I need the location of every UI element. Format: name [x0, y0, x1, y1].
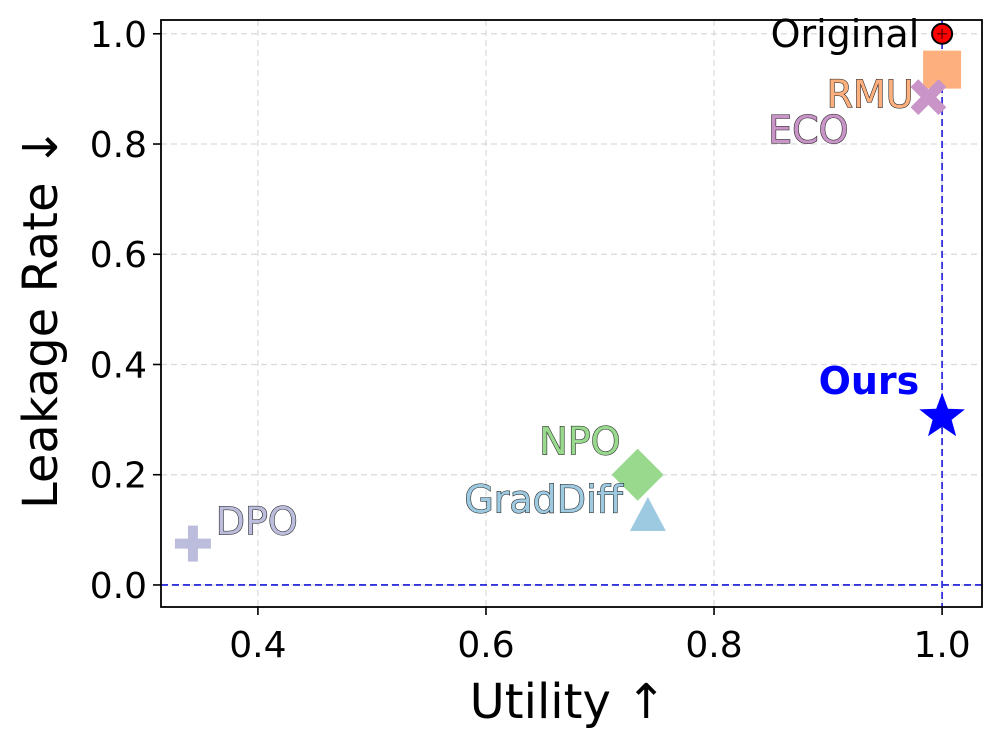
eco-marker — [910, 79, 947, 116]
rmu-marker — [923, 50, 962, 89]
npo-marker — [611, 448, 664, 501]
reference-lines — [161, 20, 982, 607]
original-label: Original — [771, 12, 920, 56]
x-tick-label: 0.6 — [457, 625, 514, 666]
dpo-label: DPO — [216, 500, 298, 544]
data-markers — [174, 22, 965, 562]
eco-label: ECO — [768, 108, 848, 152]
grid — [161, 20, 982, 607]
y-axis-ticks: 0.0 0.2 0.4 0.6 0.8 1.0 — [90, 15, 161, 607]
graddiff-marker — [629, 497, 666, 532]
y-tick-label: 0.2 — [90, 456, 147, 497]
original-marker-cross — [937, 28, 948, 39]
y-tick-label: 0.6 — [90, 235, 147, 276]
ours-marker — [919, 392, 965, 437]
y-tick-label: 1.0 — [90, 15, 147, 56]
x-tick-label: 0.4 — [229, 625, 286, 666]
y-tick-label: 0.0 — [90, 566, 147, 607]
ours-label: Ours — [819, 359, 920, 403]
y-axis-title: Leakage Rate ↓ — [13, 127, 69, 509]
npo-label: NPO — [539, 420, 620, 464]
graddiff-label: GradDiff — [464, 478, 623, 522]
dpo-marker — [174, 525, 211, 562]
y-tick-label: 0.4 — [90, 345, 147, 386]
x-tick-label: 1.0 — [913, 625, 970, 666]
x-tick-label: 0.8 — [685, 625, 742, 666]
x-axis-ticks: 0.4 0.6 0.8 1.0 — [229, 607, 971, 666]
x-axis-title: Utility ↑ — [470, 674, 667, 730]
plot-frame — [160, 19, 983, 608]
y-tick-label: 0.8 — [90, 125, 147, 166]
rmu-label: RMU — [827, 72, 914, 116]
